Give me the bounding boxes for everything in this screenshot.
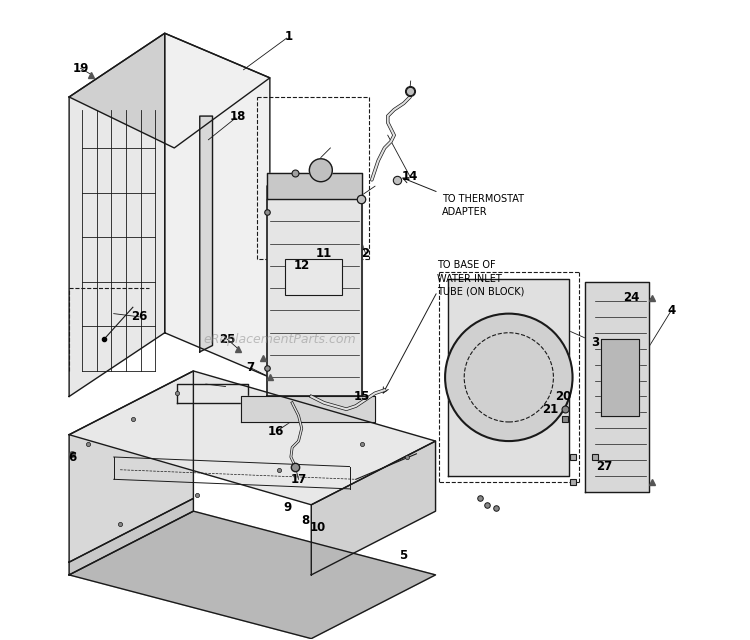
Polygon shape [267, 186, 362, 396]
FancyBboxPatch shape [284, 259, 342, 294]
Polygon shape [165, 33, 270, 378]
Polygon shape [69, 33, 165, 396]
Text: 8: 8 [301, 514, 309, 527]
Text: 19: 19 [73, 62, 88, 75]
Text: 1: 1 [285, 30, 293, 43]
Polygon shape [178, 384, 248, 403]
Text: 27: 27 [596, 460, 613, 473]
Text: 18: 18 [230, 109, 246, 123]
Polygon shape [200, 116, 212, 352]
Text: 2: 2 [362, 246, 370, 260]
Text: 9: 9 [284, 502, 292, 515]
Circle shape [309, 159, 332, 182]
Polygon shape [448, 278, 569, 476]
Text: 12: 12 [293, 259, 310, 273]
Text: 5: 5 [400, 549, 408, 563]
Text: 17: 17 [290, 473, 307, 486]
Text: 24: 24 [623, 291, 640, 304]
Polygon shape [69, 511, 436, 639]
Text: 26: 26 [131, 310, 148, 323]
Text: 14: 14 [402, 170, 418, 183]
Text: 10: 10 [310, 520, 326, 534]
Text: 21: 21 [542, 403, 558, 416]
Text: 20: 20 [555, 390, 571, 403]
Text: 16: 16 [268, 425, 284, 438]
Text: 15: 15 [354, 390, 370, 403]
Text: 4: 4 [668, 304, 676, 317]
Text: 7: 7 [247, 362, 255, 374]
Text: 11: 11 [316, 246, 332, 260]
Text: 3: 3 [591, 336, 599, 349]
Text: eReplacementParts.com: eReplacementParts.com [203, 333, 356, 346]
Polygon shape [267, 173, 362, 199]
Polygon shape [311, 441, 436, 575]
Text: 25: 25 [219, 333, 236, 346]
Polygon shape [69, 499, 194, 575]
Polygon shape [602, 339, 640, 415]
Text: TO THERMOSTAT
ADAPTER: TO THERMOSTAT ADAPTER [442, 194, 524, 217]
Polygon shape [585, 282, 649, 492]
Text: 6: 6 [68, 451, 76, 463]
Polygon shape [242, 396, 375, 422]
Polygon shape [69, 371, 194, 562]
Polygon shape [69, 371, 436, 505]
Circle shape [445, 314, 572, 441]
Text: TO BASE OF
WATER INLET
TUBE (ON BLOCK): TO BASE OF WATER INLET TUBE (ON BLOCK) [437, 260, 525, 297]
Polygon shape [69, 33, 270, 148]
